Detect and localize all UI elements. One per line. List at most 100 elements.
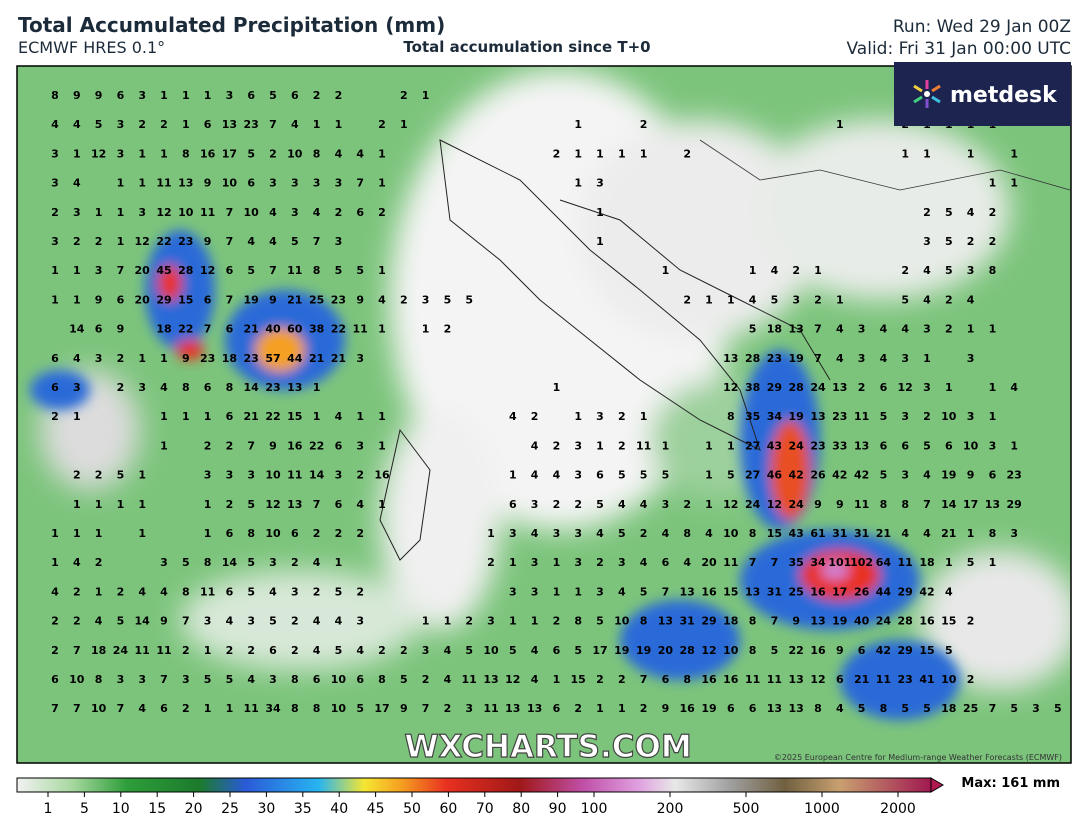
- grid-value: 16: [919, 615, 935, 628]
- grid-value: 1: [1010, 177, 1018, 190]
- grid-value: 5: [509, 644, 517, 657]
- grid-value: 22: [156, 235, 171, 248]
- grid-value: 16: [680, 702, 696, 715]
- grid-value: 8: [291, 702, 299, 715]
- grid-value: 1: [814, 264, 822, 277]
- grid-value: 24: [810, 381, 826, 394]
- grid-value: 6: [291, 527, 299, 540]
- grid-value: 4: [618, 498, 626, 511]
- grid-value: 8: [313, 147, 321, 160]
- grid-value: 1: [574, 177, 582, 190]
- grid-value: 1: [945, 381, 953, 394]
- grid-value: 10: [614, 615, 630, 628]
- grid-value: 5: [945, 235, 953, 248]
- grid-value: 3: [422, 293, 430, 306]
- grid-value: 2: [945, 293, 953, 306]
- grid-value: 4: [247, 235, 255, 248]
- grid-value: 23: [331, 293, 346, 306]
- grid-value: 42: [832, 469, 847, 482]
- grid-value: 5: [182, 556, 190, 569]
- grid-value: 6: [226, 323, 234, 336]
- grid-value: 14: [244, 381, 260, 394]
- grid-value: 2: [792, 264, 800, 277]
- grid-value: 11: [353, 323, 368, 336]
- grid-value: 15: [941, 615, 956, 628]
- grid-value: 24: [876, 615, 892, 628]
- grid-value: 13: [287, 498, 302, 511]
- colorbar-tick-label: 25: [221, 801, 239, 817]
- grid-value: 9: [356, 293, 364, 306]
- grid-value: 1: [967, 323, 975, 336]
- grid-value: 1: [73, 264, 81, 277]
- grid-value: 11: [723, 556, 738, 569]
- grid-value: 10: [723, 644, 739, 657]
- grid-value: 13: [745, 585, 760, 598]
- grid-value: 1: [204, 89, 212, 102]
- grid-value: 15: [178, 293, 193, 306]
- grid-value: 18: [222, 352, 237, 365]
- grid-value: 1: [378, 147, 386, 160]
- grid-value: 1: [378, 439, 386, 452]
- grid-value: 1: [531, 615, 539, 628]
- grid-value: 8: [989, 527, 997, 540]
- grid-value: 5: [247, 264, 255, 277]
- grid-value: 1: [727, 293, 735, 306]
- grid-value: 1: [553, 585, 561, 598]
- grid-value: 3: [574, 469, 582, 482]
- grid-value: 3: [95, 352, 103, 365]
- grid-value: 22: [331, 323, 346, 336]
- grid-value: 3: [465, 702, 473, 715]
- grid-value: 3: [95, 264, 103, 277]
- grid-value: 10: [244, 206, 260, 219]
- grid-value: 2: [204, 439, 212, 452]
- grid-value: 3: [269, 556, 277, 569]
- grid-value: 2: [923, 206, 931, 219]
- grid-value: 23: [244, 118, 259, 131]
- grid-value: 11: [156, 644, 171, 657]
- grid-value: 1: [989, 177, 997, 190]
- grid-value: 6: [204, 118, 212, 131]
- grid-value: 2: [247, 644, 255, 657]
- grid-value: 13: [789, 323, 804, 336]
- grid-value: 2: [553, 498, 561, 511]
- grid-value: 21: [244, 323, 259, 336]
- grid-value: 6: [269, 644, 277, 657]
- grid-value: 3: [901, 469, 909, 482]
- grid-value: 1: [444, 615, 452, 628]
- grid-value: 5: [771, 644, 779, 657]
- grid-value: 5: [95, 118, 103, 131]
- grid-value: 6: [226, 527, 234, 540]
- grid-value: 4: [73, 118, 81, 131]
- grid-value: 2: [465, 615, 473, 628]
- grid-value: 2: [356, 469, 364, 482]
- grid-value: 1: [553, 673, 561, 686]
- grid-value: 1: [662, 439, 670, 452]
- grid-value: 11: [287, 469, 302, 482]
- grid-value: 11: [854, 498, 869, 511]
- grid-value: 3: [923, 323, 931, 336]
- grid-value: 31: [680, 615, 695, 628]
- grid-value: 64: [876, 556, 892, 569]
- grid-value: 3: [73, 206, 81, 219]
- grid-value: 23: [265, 381, 280, 394]
- grid-value: 16: [287, 439, 303, 452]
- grid-value: 5: [335, 585, 343, 598]
- grid-value: 3: [73, 381, 81, 394]
- grid-value: 3: [117, 673, 125, 686]
- grid-value: 12: [265, 498, 280, 511]
- grid-value: 5: [247, 147, 255, 160]
- grid-value: 2: [596, 556, 604, 569]
- grid-value: 24: [789, 439, 805, 452]
- grid-value: 57: [265, 352, 280, 365]
- grid-value: 8: [51, 89, 59, 102]
- grid-value: 1: [313, 410, 321, 423]
- grid-value: 6: [596, 469, 604, 482]
- grid-value: 1: [117, 498, 125, 511]
- grid-value: 10: [331, 702, 347, 715]
- grid-value: 4: [705, 527, 713, 540]
- grid-value: 7: [117, 264, 125, 277]
- grid-value: 8: [880, 498, 888, 511]
- grid-value: 2: [400, 89, 408, 102]
- grid-value: 11: [156, 177, 171, 190]
- grid-value: 1: [335, 118, 343, 131]
